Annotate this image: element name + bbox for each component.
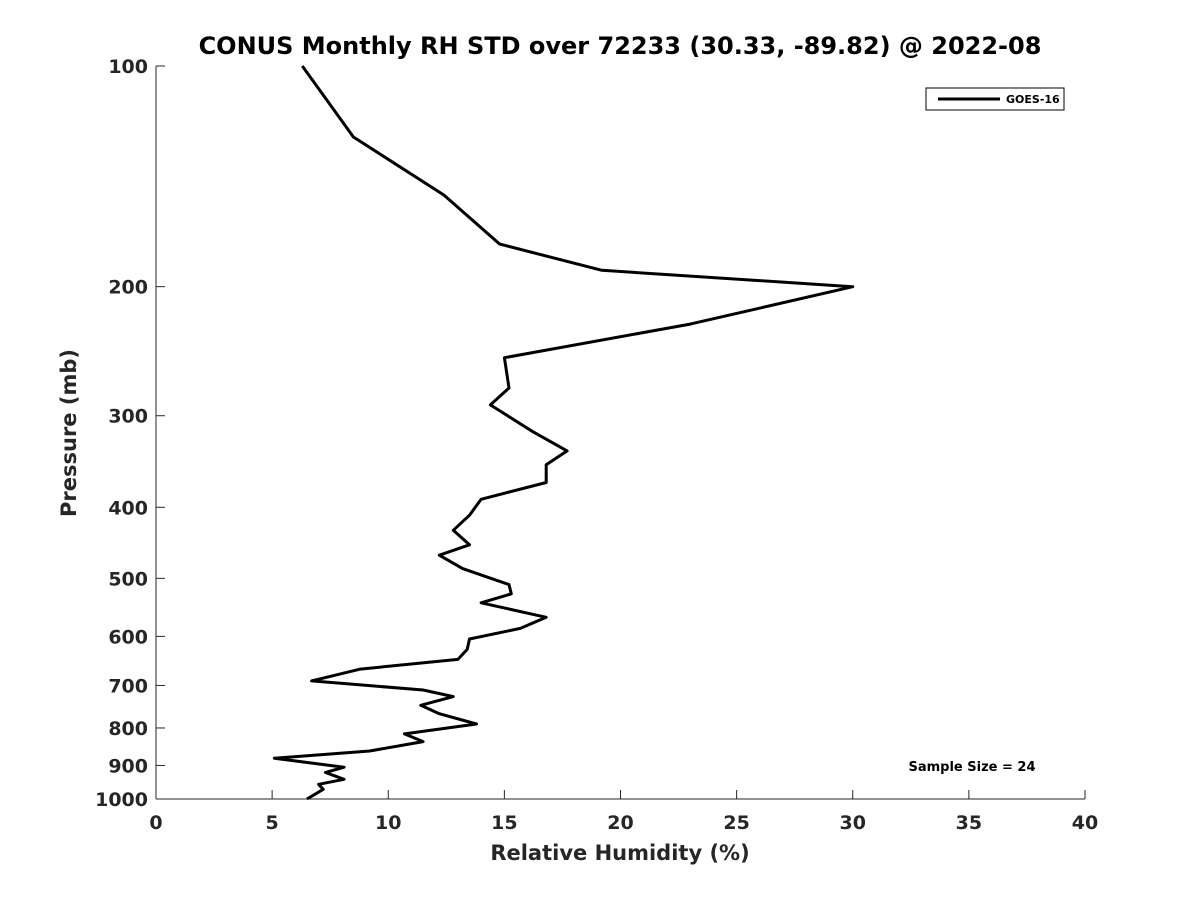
y-tick-label: 1000 — [95, 789, 148, 811]
y-tick-label: 400 — [108, 497, 148, 519]
y-tick-label: 500 — [108, 568, 148, 590]
y-tick-label: 600 — [108, 626, 148, 648]
x-tick-label: 0 — [149, 812, 162, 834]
x-tick-label: 15 — [491, 812, 517, 834]
x-tick-label: 30 — [840, 812, 866, 834]
y-axis-ticks: 100 200 300 400 500 600 700 800 900 1000 — [95, 56, 165, 811]
y-tick-label: 200 — [108, 277, 148, 299]
x-tick-label: 25 — [723, 812, 749, 834]
x-tick-label: 20 — [607, 812, 633, 834]
x-tick-label: 40 — [1072, 812, 1098, 834]
axes — [155, 66, 1085, 800]
y-tick-label: 700 — [108, 675, 148, 697]
x-tick-label: 5 — [266, 812, 279, 834]
legend-label: GOES-16 — [1006, 93, 1060, 106]
y-tick-label: 900 — [108, 755, 148, 777]
x-axis-ticks: 0 5 10 15 20 25 30 35 40 — [149, 790, 1098, 834]
x-tick-label: 35 — [956, 812, 982, 834]
y-tick-label: 100 — [108, 56, 148, 78]
sample-size-annotation: Sample Size = 24 — [908, 760, 1035, 775]
x-tick-label: 10 — [375, 812, 401, 834]
legend: GOES-16 — [925, 87, 1065, 111]
x-axis-label: Relative Humidity (%) — [490, 841, 749, 865]
chart-title: CONUS Monthly RH STD over 72233 (30.33, … — [199, 32, 1042, 60]
y-axis-label: Pressure (mb) — [57, 349, 81, 517]
series-line-goes-16 — [272, 65, 855, 801]
y-tick-label: 300 — [108, 406, 148, 428]
y-tick-label: 800 — [108, 718, 148, 740]
